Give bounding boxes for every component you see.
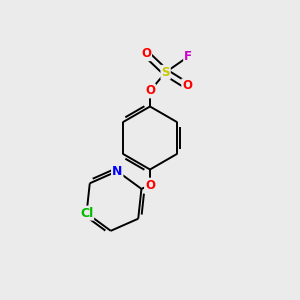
Text: O: O — [141, 47, 151, 60]
Text: S: S — [161, 66, 170, 79]
Text: F: F — [184, 50, 192, 63]
Text: O: O — [145, 84, 155, 98]
Text: O: O — [182, 79, 192, 92]
Text: O: O — [145, 178, 155, 192]
Text: Cl: Cl — [80, 207, 93, 220]
Text: N: N — [112, 165, 122, 178]
